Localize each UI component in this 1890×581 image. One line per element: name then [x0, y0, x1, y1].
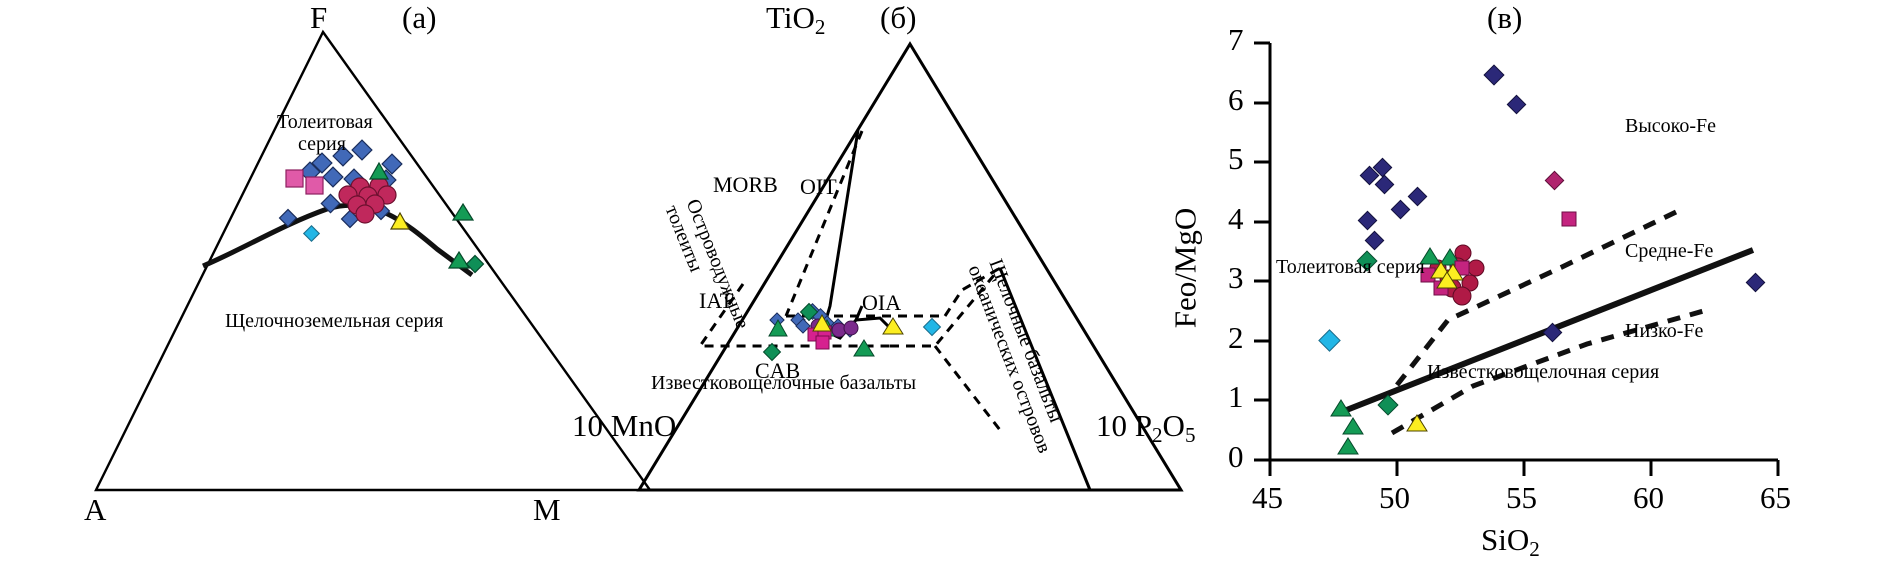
afm-apex-label-f: F	[310, 0, 328, 35]
tio2-field-iat: IAT	[699, 288, 734, 313]
y-tick-label-4: 4	[1228, 201, 1244, 236]
tio2-field-morb: MORB	[713, 172, 778, 197]
p2o5-main1: 10 P	[1096, 408, 1152, 443]
tio2-field-cab-ru: Известковощелочные базальты	[651, 372, 917, 394]
field-high-fe: Высоко-Fe	[1625, 115, 1717, 137]
island-arc-tholeiite-dashed	[784, 130, 864, 317]
afm-field-tholeiitic-line2: серия	[298, 133, 346, 155]
tio2-apex-main: TiO	[766, 0, 815, 35]
x-axis-title: SiO2	[1481, 522, 1540, 562]
x-tick-label-65: 65	[1760, 480, 1791, 515]
y-tick-label-1: 1	[1228, 379, 1244, 414]
field-low-fe: Низко-Fe	[1625, 320, 1704, 342]
y-tick-label-5: 5	[1228, 141, 1244, 176]
x-tick-label-60: 60	[1633, 480, 1664, 515]
morb-oit-boundary	[821, 129, 864, 340]
y-tick-label-2: 2	[1228, 320, 1244, 355]
afm-field-tholeiitic-line1: Толеитовая	[277, 111, 373, 133]
alkaline-oib-boundary	[998, 267, 1092, 491]
field-tholeiitic-series: Толеитовая серия	[1276, 256, 1425, 278]
panel-b-tag: (б)	[880, 0, 917, 35]
afm-corner-label-m: M	[533, 492, 561, 527]
lower-dashed-boundary	[1390, 307, 1708, 436]
x-axis-ticks	[1268, 460, 1780, 476]
afm-field-calcalkaline: Щелочноземельная серия	[225, 310, 444, 332]
afm-triangle-outline	[94, 29, 653, 492]
tio2-datapoints	[762, 302, 942, 362]
p2o5-sub2: 5	[1184, 422, 1196, 447]
afm-divider-curve	[202, 202, 474, 278]
tio2-triangle-outline	[636, 41, 1184, 492]
panel-a-afm	[94, 29, 653, 492]
panel-a-tag: (а)	[402, 0, 437, 35]
tio2-apex-label: TiO2	[766, 0, 825, 40]
panel-c-tag: (в)	[1487, 0, 1523, 35]
field-mid-fe: Средне-Fe	[1625, 240, 1714, 262]
afm-datapoints	[278, 139, 485, 274]
x-tick-label-50: 50	[1379, 480, 1410, 515]
y-tick-label-0: 0	[1228, 439, 1244, 474]
oib-field-dashed	[933, 345, 1002, 431]
x-tick-label-55: 55	[1506, 480, 1537, 515]
panel-b-ternary	[636, 41, 1184, 492]
scatter-datapoints	[1318, 64, 1766, 455]
field-calcalkaline-series: Известковощелочная серия	[1427, 361, 1660, 383]
x-axis-title-sub: 2	[1529, 536, 1540, 561]
y-axis-title: Feo/MgO	[1167, 207, 1203, 329]
panel-c-scatter	[1254, 41, 1780, 476]
x-axis-title-main: SiO	[1481, 522, 1530, 557]
x-tick-label-45: 45	[1252, 480, 1283, 515]
tio2-corner-label-p2o5: 10 P2O5	[1096, 408, 1195, 448]
afm-corner-label-a: A	[84, 492, 107, 527]
p2o5-sub1: 2	[1152, 422, 1163, 447]
tio2-corner-label-mno: 10 MnO	[572, 408, 677, 443]
tio2-apex-sub: 2	[814, 14, 826, 39]
upper-dashed-boundary	[1395, 209, 1678, 387]
y-axis-ticks	[1254, 41, 1270, 462]
tio2-field-oit: OIT	[800, 174, 837, 199]
y-tick-label-6: 6	[1228, 82, 1244, 117]
tio2-field-oia: OIA	[862, 290, 902, 315]
oia-field-dashed	[890, 267, 1002, 348]
y-tick-label-3: 3	[1228, 260, 1244, 295]
y-tick-label-7: 7	[1228, 22, 1244, 57]
p2o5-main2: O	[1162, 408, 1185, 443]
tio2-field-cab: CAB	[755, 358, 801, 383]
